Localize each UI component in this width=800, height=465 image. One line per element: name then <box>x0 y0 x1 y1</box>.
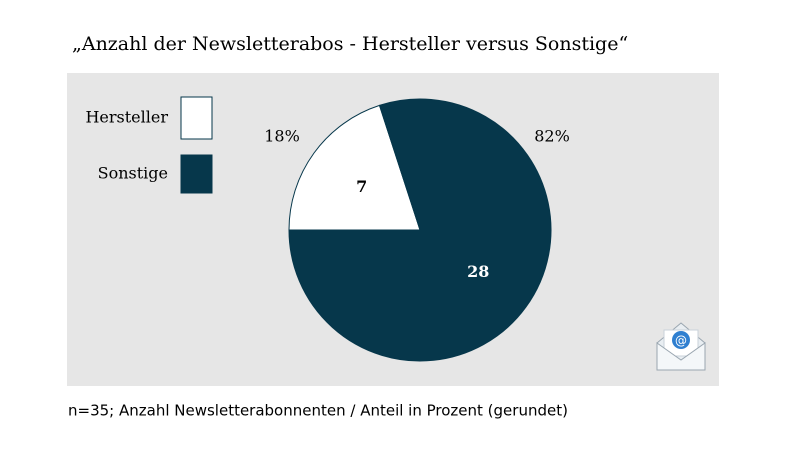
legend-label: Sonstige <box>98 164 168 183</box>
legend-swatch <box>180 96 213 140</box>
chart-title: „Anzahl der Newsletterabos - Hersteller … <box>72 33 628 55</box>
share-label: 18% <box>264 127 300 146</box>
legend-label: Hersteller <box>85 108 168 127</box>
chart-note: n=35; Anzahl Newsletterabonnenten / Ante… <box>68 402 568 420</box>
share-label: 82% <box>534 127 570 146</box>
legend-swatch <box>180 154 213 194</box>
value-label: 28 <box>467 262 489 281</box>
newsletter-icon: @ <box>656 322 706 371</box>
pie-slice <box>288 104 421 231</box>
icon-glyph: @ <box>675 334 687 348</box>
pie-slice <box>288 98 552 362</box>
value-label: 7 <box>356 177 367 196</box>
